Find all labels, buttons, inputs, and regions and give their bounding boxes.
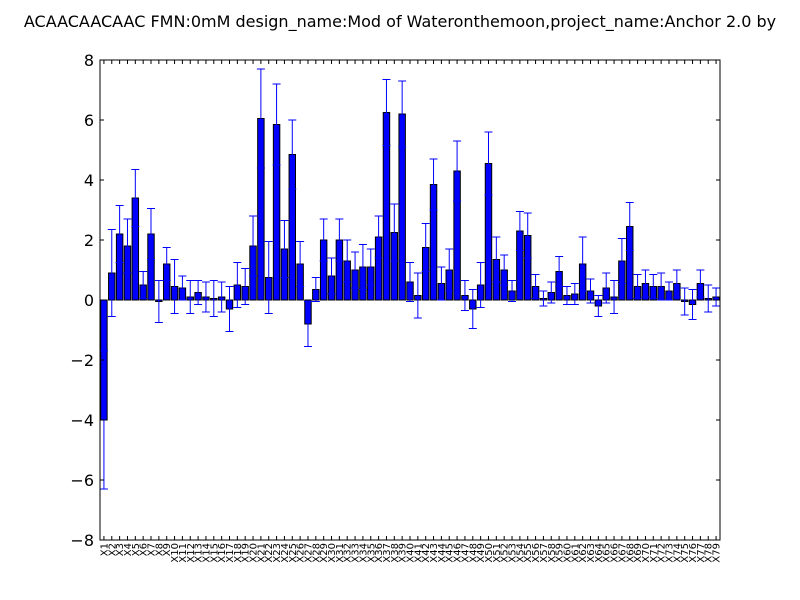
x-tick-label: X38 [390, 543, 401, 563]
x-tick-label: X75 [680, 543, 691, 563]
x-tick-label: X9 [162, 543, 173, 556]
x-tick-label: X56 [531, 543, 542, 563]
y-tick-label: −4 [70, 411, 94, 430]
x-tick-label: X54 [515, 543, 526, 563]
x-tick-label: X16 [217, 543, 228, 563]
x-tick-label: X22 [264, 543, 275, 563]
x-tick-label: X4 [123, 543, 134, 556]
x-tick-label: X69 [633, 543, 644, 563]
x-tick-label: X70 [641, 543, 652, 563]
x-tick-label: X77 [696, 543, 707, 563]
chart-marks [99, 68, 721, 490]
x-tick-label: X65 [602, 543, 613, 563]
x-tick-label: X79 [712, 543, 723, 563]
x-tick-label: X33 [351, 543, 362, 563]
y-axis: −8 −6 −4 −2 0 2 4 6 8 [70, 51, 720, 550]
x-tick-label: X30 [327, 543, 338, 563]
x-tick-label: X49 [476, 543, 487, 563]
x-tick-label: X8 [154, 543, 165, 556]
x-tick-label: X27 [303, 543, 314, 563]
x-tick-label: X52 [500, 543, 511, 563]
x-tick-label: X21 [256, 543, 267, 563]
x-tick-label: X40 [406, 543, 417, 563]
chart-title: ACAACAACAAC FMN:0mM design_name:Mod of W… [24, 12, 776, 32]
x-tick-label: X6 [139, 543, 150, 556]
x-tick-label: X20 [249, 543, 260, 563]
x-tick-label: X66 [610, 543, 621, 563]
x-tick-label: X57 [539, 543, 550, 563]
x-tick-label: X55 [523, 543, 534, 563]
x-tick-label: X39 [398, 543, 409, 563]
x-tick-label: X61 [570, 543, 581, 563]
x-axis: X1X2X3X4X5X6X7X8X9X10X11X12X13X14X15X16X… [99, 60, 723, 563]
y-tick-label: 6 [84, 111, 94, 130]
x-tick-label: X71 [649, 543, 660, 563]
x-tick-label: X45 [445, 543, 456, 563]
y-tick-label: 2 [84, 231, 94, 250]
x-tick-label: X76 [688, 543, 699, 563]
x-tick-label: X25 [288, 543, 299, 563]
x-tick-label: X67 [617, 543, 628, 563]
x-tick-label: X3 [115, 543, 126, 556]
x-tick-label: X36 [374, 543, 385, 563]
x-tick-label: X53 [508, 543, 519, 563]
x-tick-label: X63 [586, 543, 597, 563]
x-tick-label: X18 [233, 543, 244, 563]
x-tick-label: X17 [225, 543, 236, 563]
x-tick-label: X48 [468, 543, 479, 563]
x-tick-label: X42 [421, 543, 432, 563]
x-tick-label: X1 [99, 543, 110, 556]
x-tick-label: X28 [311, 543, 322, 563]
x-tick-label: X41 [413, 543, 424, 563]
x-tick-label: X7 [147, 543, 158, 556]
x-tick-label: X46 [453, 543, 464, 563]
x-tick-label: X51 [492, 543, 503, 563]
x-tick-label: X5 [131, 543, 142, 556]
x-tick-label: X50 [484, 543, 495, 563]
x-tick-label: X59 [555, 543, 566, 563]
x-tick-label: X73 [664, 543, 675, 563]
x-tick-label: X37 [382, 543, 393, 563]
x-tick-label: X13 [194, 543, 205, 563]
x-tick-label: X2 [107, 543, 118, 556]
x-tick-label: X34 [358, 543, 369, 563]
x-tick-label: X11 [178, 543, 189, 563]
x-tick-label: X26 [296, 543, 307, 563]
x-tick-label: X74 [672, 543, 683, 563]
x-tick-label: X12 [186, 543, 197, 563]
y-tick-label: 8 [84, 51, 94, 70]
x-tick-label: X31 [335, 543, 346, 563]
x-tick-label: X23 [272, 543, 283, 563]
x-tick-label: X43 [429, 543, 440, 563]
x-tick-label: X35 [366, 543, 377, 563]
y-tick-label: 4 [84, 171, 94, 190]
y-tick-label: −2 [70, 351, 94, 370]
x-tick-label: X24 [280, 543, 291, 563]
x-tick-label: X10 [170, 543, 181, 563]
x-tick-label: X78 [704, 543, 715, 563]
x-tick-label: X44 [437, 543, 448, 563]
x-tick-label: X29 [319, 543, 330, 563]
y-tick-label: −8 [70, 531, 94, 550]
x-tick-label: X68 [625, 543, 636, 563]
x-tick-label: X60 [562, 543, 573, 563]
x-tick-label: X32 [343, 543, 354, 563]
x-tick-label: X14 [201, 543, 212, 563]
x-tick-label: X19 [241, 543, 252, 563]
x-tick-label: X64 [594, 543, 605, 563]
x-tick-label: X58 [547, 543, 558, 563]
x-tick-label: X62 [578, 543, 589, 563]
x-tick-label: X47 [460, 543, 471, 563]
x-tick-label: X15 [209, 543, 220, 563]
x-tick-label: X72 [657, 543, 668, 563]
y-tick-label: −6 [70, 471, 94, 490]
y-tick-label: 0 [84, 291, 94, 310]
